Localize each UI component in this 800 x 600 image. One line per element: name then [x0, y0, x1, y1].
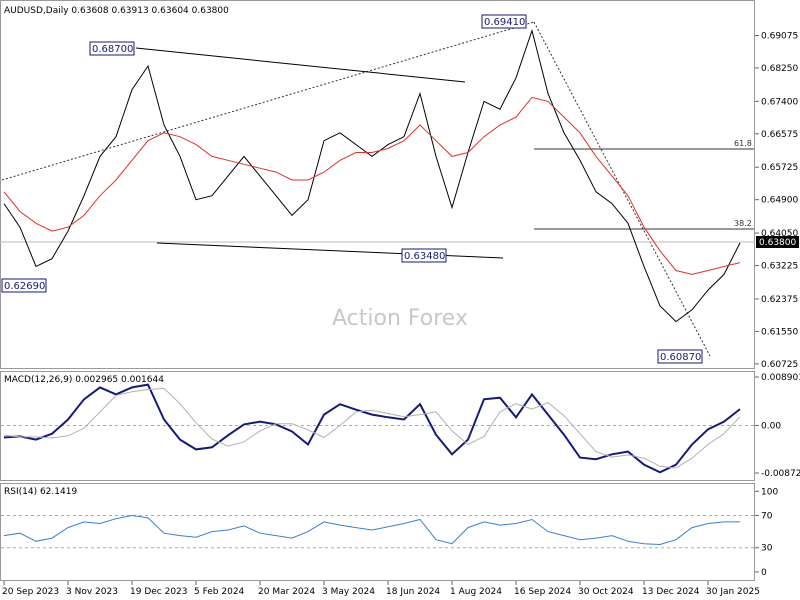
- label-box: [401, 248, 447, 263]
- series-line: [3, 387, 741, 469]
- y-tick-label: 0.62375: [761, 295, 798, 305]
- y-tick-label: 0.67400: [761, 97, 798, 107]
- label-box: [1, 278, 47, 293]
- y-tick-label: 0: [761, 568, 767, 578]
- y-tick-label: 0.65725: [761, 163, 798, 173]
- y-tick-label: 0.00: [761, 421, 781, 431]
- y-tick-label: 0.61550: [761, 327, 798, 337]
- y-tick-label: 70: [761, 511, 773, 521]
- annotation: 0.68700: [92, 44, 133, 55]
- macd-panel: [0, 371, 755, 481]
- y-tick-label: 0.64900: [761, 196, 798, 206]
- y-tick-label: -0.008729: [761, 469, 800, 479]
- series-line: [3, 96, 741, 275]
- y-tick-label: 0.63225: [761, 262, 798, 272]
- rsi-panel: [0, 483, 755, 581]
- series-line: [3, 383, 741, 474]
- x-tick-label: 1 Aug 2024: [450, 587, 502, 597]
- panel-title: RSI(14) 62.1419: [4, 487, 77, 497]
- annotation: 0.63480: [404, 251, 445, 262]
- label-box: [657, 349, 703, 364]
- label-box: [89, 41, 135, 56]
- x-tick-label: 19 Dec 2023: [130, 587, 188, 597]
- annotation: 0.60870: [660, 352, 701, 363]
- x-tick-label: 5 Feb 2024: [194, 587, 245, 597]
- y-tick-label: 0.64050: [761, 229, 798, 239]
- trend-line: [135, 47, 466, 83]
- panel-title: MACD(12,26,9) 0.002965 0.001644: [4, 375, 164, 385]
- fib-label: 38.2: [734, 219, 752, 228]
- price-tag-text: 0.63800: [759, 238, 796, 248]
- series-line: [3, 514, 740, 546]
- y-tick-label: 0.60725: [761, 360, 798, 370]
- x-tick-label: 20 Sep 2023: [2, 587, 59, 597]
- x-tick-label: 3 May 2024: [322, 587, 375, 597]
- price-tag: [756, 236, 799, 248]
- x-tick-label: 13 Dec 2024: [642, 587, 700, 597]
- x-tick-label: 30 Oct 2024: [578, 587, 634, 597]
- label-box: [481, 14, 527, 29]
- y-tick-label: 100: [761, 487, 778, 497]
- x-tick-label: 3 Nov 2023: [66, 587, 118, 597]
- y-tick-label: 30: [761, 544, 773, 554]
- y-tick-label: 0.69075: [761, 31, 798, 41]
- y-tick-label: 0.68250: [761, 64, 798, 74]
- x-tick-label: 18 Jun 2024: [386, 587, 440, 597]
- series-line: [3, 28, 741, 323]
- fib-label: 61.8: [734, 139, 752, 148]
- annotation: 0.69410: [484, 17, 525, 28]
- y-tick-label: 0.008901: [761, 373, 800, 383]
- price-panel: [0, 0, 755, 369]
- x-tick-label: 30 Jan 2025: [706, 587, 760, 597]
- annotation: 0.62690: [4, 281, 45, 292]
- x-tick-label: 20 Mar 2024: [258, 587, 315, 597]
- watermark: Action Forex: [332, 306, 468, 331]
- trend-line: [1, 21, 535, 181]
- x-tick-label: 16 Sep 2024: [514, 587, 571, 597]
- chart-title: AUDUSD,Daily 0.63608 0.63913 0.63604 0.6…: [4, 6, 229, 16]
- y-tick-label: 0.66575: [761, 130, 798, 140]
